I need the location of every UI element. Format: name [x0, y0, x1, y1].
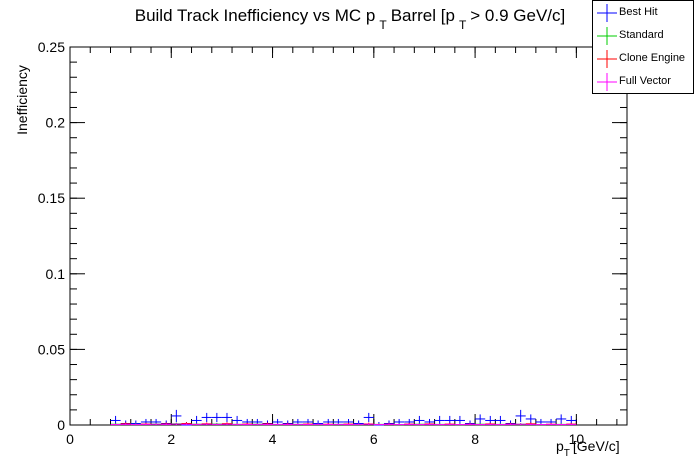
axis-tick-labels: 0 2 4 6 8 10 0 0.05 0.1 0.15 0.2 0.25 — [38, 39, 585, 447]
data-point — [211, 412, 222, 422]
data-point — [282, 423, 293, 426]
chart-title: Build Track Inefficiency vs MC p T Barrel … — [0, 6, 696, 32]
y-tick-label: 0.15 — [38, 190, 65, 206]
data-point — [181, 423, 192, 425]
data-point — [221, 423, 233, 425]
data-point — [333, 423, 344, 425]
data-point — [292, 423, 303, 425]
legend: Best Hit Standard Clone Engine Full Vect… — [592, 0, 694, 94]
data-point — [262, 423, 273, 426]
data-point — [171, 423, 182, 425]
data-point — [495, 423, 506, 426]
data-point — [444, 423, 455, 425]
legend-marker-clone-engine — [597, 50, 617, 68]
y-axis-label: Inefficiency — [14, 65, 30, 135]
data-point — [151, 423, 162, 425]
data-point — [535, 423, 546, 426]
data-point — [110, 423, 121, 426]
x-axis-label-main: p — [556, 438, 564, 454]
data-point — [566, 423, 577, 425]
data-point — [545, 423, 557, 425]
data-point — [515, 409, 526, 422]
data-point — [363, 412, 374, 422]
x-tick-label: 8 — [471, 431, 479, 447]
legend-label-full-vector: Full Vector — [619, 75, 671, 87]
title-part-2: Barrel [p — [390, 6, 455, 25]
legend-entry-standard: Standard — [593, 25, 693, 47]
data-point — [302, 423, 314, 426]
title-sub-2: T — [458, 18, 467, 32]
y-tick-label: 0.2 — [46, 115, 66, 131]
x-axis-label-unit: [GeV/c] — [572, 438, 620, 454]
y-tick-label: 0.05 — [38, 341, 65, 357]
data-point — [201, 412, 212, 422]
data-point — [323, 423, 334, 426]
legend-entry-best-hit: Best Hit — [593, 2, 693, 24]
legend-entry-clone-engine: Clone Engine — [593, 48, 693, 70]
data-point — [252, 423, 263, 425]
legend-label-clone-engine: Clone Engine — [619, 52, 686, 64]
x-tick-label: 0 — [66, 431, 74, 447]
data-point — [464, 423, 476, 425]
plot-frame — [69, 46, 628, 426]
data-point — [191, 423, 202, 425]
data-point — [373, 423, 384, 426]
legend-label-standard: Standard — [619, 29, 664, 41]
x-tick-label: 6 — [370, 431, 378, 447]
data-point — [525, 423, 536, 425]
data-point — [525, 414, 536, 424]
data-point — [140, 423, 152, 425]
x-tick-label: 10 — [569, 431, 585, 447]
x-axis-label: pT [GeV/c] — [556, 438, 620, 459]
x-tick-label: 2 — [167, 431, 175, 447]
data-point — [120, 423, 131, 425]
series-3 — [110, 423, 577, 426]
data-point — [404, 423, 415, 425]
data-point — [414, 423, 425, 426]
legend-label-best-hit: Best Hit — [619, 6, 658, 18]
data-point — [242, 423, 253, 426]
title-sub-1: T — [379, 18, 387, 32]
series-0 — [110, 409, 577, 426]
data-point — [353, 423, 364, 425]
data-point — [394, 423, 405, 426]
data-point — [515, 423, 526, 425]
x-axis-label-sub: T — [563, 448, 570, 459]
data-point — [485, 423, 496, 425]
legend-marker-standard — [597, 27, 617, 45]
data-point — [475, 414, 486, 424]
data-point — [171, 409, 182, 422]
title-part-1: Build Track Inefficiency vs MC p — [134, 6, 376, 25]
data-point — [221, 412, 233, 422]
axis-ticks — [69, 46, 627, 426]
data-point — [475, 423, 486, 426]
data-point — [505, 423, 516, 425]
data-point — [343, 423, 354, 426]
data-point — [454, 423, 465, 426]
data-point — [556, 423, 567, 426]
legend-entry-full-vector: Full Vector — [593, 71, 693, 93]
data-point — [272, 423, 283, 425]
y-tick-label: 0 — [57, 417, 65, 433]
data-point — [161, 423, 172, 425]
legend-marker-full-vector — [597, 73, 617, 91]
data-point — [211, 423, 222, 425]
data-point — [556, 414, 567, 424]
y-tick-label: 0.1 — [46, 266, 66, 282]
data-point — [130, 423, 141, 426]
legend-marker-best-hit — [597, 4, 617, 22]
series-layer — [110, 409, 577, 426]
data-point — [201, 423, 212, 425]
data-point — [383, 423, 395, 425]
data-point — [232, 423, 243, 425]
data-point — [363, 423, 374, 425]
x-tick-label: 4 — [269, 431, 277, 447]
data-point — [434, 423, 445, 426]
y-tick-label: 0.25 — [38, 39, 65, 55]
data-point — [424, 423, 435, 425]
data-point — [313, 423, 324, 425]
title-part-3: > 0.9 GeV/c] — [470, 6, 566, 25]
